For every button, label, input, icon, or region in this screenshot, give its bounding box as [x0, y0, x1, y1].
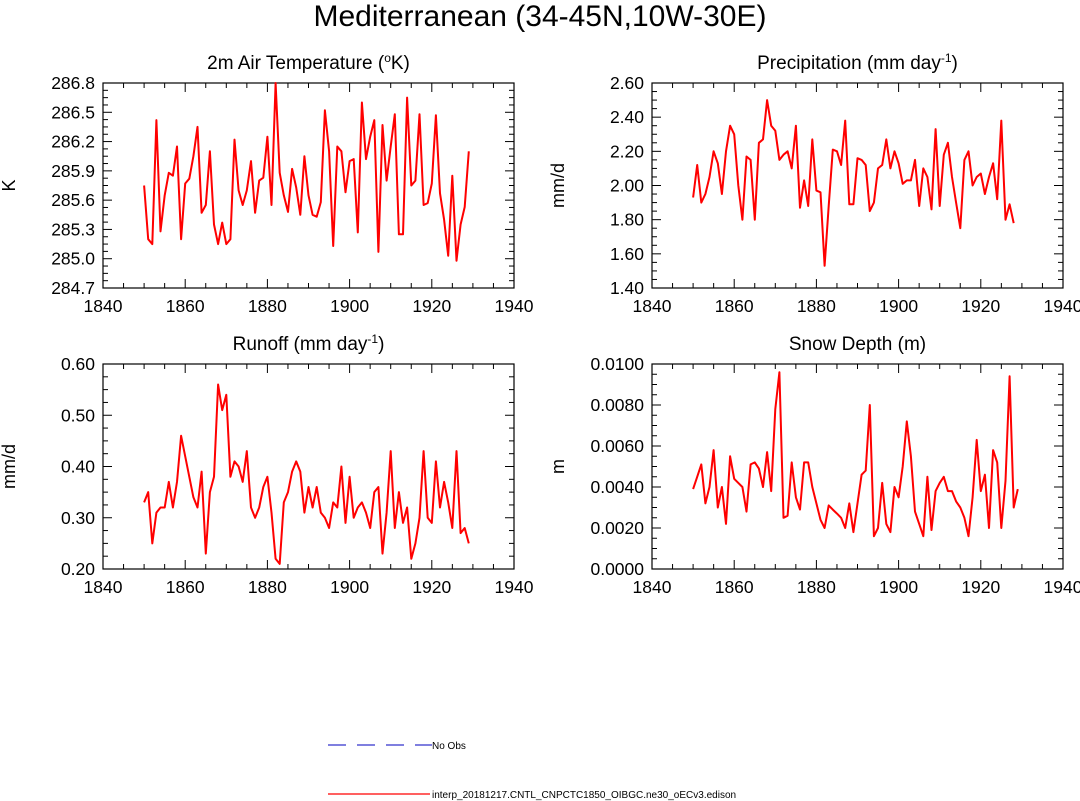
y-tick-label: 285.0	[51, 249, 95, 269]
panel-title-rest: )	[378, 334, 384, 355]
panel-title-main: Runoff (mm day	[233, 334, 368, 355]
legend: No Obs interp_20181217.CNTL_CNPCTC1850_O…	[328, 741, 736, 801]
x-tick-label: 1900	[879, 296, 918, 316]
panel-temperature: 2m Air Temperature (oK) K 1840 1860 1880 1900…	[0, 51, 534, 316]
x-tick-label: 1940	[1044, 577, 1080, 597]
panel-title-main: Snow Depth (m)	[789, 334, 926, 355]
x-tick-label: 1860	[715, 577, 754, 597]
panel-title: Precipitation (mm day-1)	[757, 51, 958, 74]
series-line-snow	[692, 371, 1019, 538]
y-tick-label: 0.20	[61, 559, 95, 579]
panel-title-rest: K)	[391, 53, 410, 74]
figure-title: Mediterranean (34-45N,10W-30E)	[313, 0, 766, 33]
x-tick-label: 1860	[166, 577, 205, 597]
x-tick-label: 1880	[797, 577, 836, 597]
y-tick-label: 1.80	[610, 210, 644, 230]
y-tick-label: 1.40	[610, 278, 644, 298]
y-tick-label: 1.60	[610, 244, 644, 264]
y-axis-label: K	[0, 179, 19, 191]
y-tick-label: 0.50	[61, 405, 95, 425]
x-tick-label: 1920	[412, 577, 451, 597]
x-tick-label: 1920	[412, 296, 451, 316]
panel-title: 2m Air Temperature (oK)	[207, 51, 410, 74]
legend-model-label: interp_20181217.CNTL_CNPCTC1850_OIBGC.ne…	[432, 790, 736, 801]
y-tick-label: 285.3	[51, 219, 95, 239]
y-tick-label: 0.60	[61, 354, 95, 374]
y-tick-label: 284.7	[51, 278, 95, 298]
panel-title-sup: -1	[941, 51, 952, 65]
y-axis-label: mm/d	[0, 444, 19, 489]
panel-title: Runoff (mm day-1)	[233, 332, 385, 355]
x-tick-label: 1880	[248, 577, 287, 597]
y-tick-label: 0.30	[61, 508, 95, 528]
plot-frame	[102, 363, 515, 570]
y-tick-label: 0.0020	[590, 518, 644, 538]
y-tick-label: 2.20	[610, 141, 644, 161]
panel-title-main: Precipitation (mm day	[757, 53, 941, 74]
legend-obs-label: No Obs	[432, 741, 466, 752]
panel-title-sup: o	[384, 51, 391, 65]
y-tick-label: 285.9	[51, 161, 95, 181]
x-tick-label: 1920	[961, 577, 1000, 597]
y-tick-label: 286.8	[51, 73, 95, 93]
x-tick-label: 1860	[166, 296, 205, 316]
x-tick-label: 1940	[495, 577, 534, 597]
panels: 2m Air Temperature (oK) K 1840 1860 1880 1900…	[0, 51, 1080, 597]
y-tick-label: 2.00	[610, 176, 644, 196]
y-tick-label: 0.0000	[590, 559, 644, 579]
x-tick-label: 1900	[330, 296, 369, 316]
y-tick-label: 0.0060	[590, 436, 644, 456]
y-tick-label: 0.0040	[590, 477, 644, 497]
panel-runoff: Runoff (mm day-1) mm/d 1840 1860 1880 1900 192…	[0, 332, 534, 597]
plot-frame	[651, 363, 1064, 570]
plot-frame	[651, 82, 1064, 289]
y-tick-label: 2.60	[610, 73, 644, 93]
x-tick-label: 1860	[715, 296, 754, 316]
panel-title: Snow Depth (m)	[789, 334, 926, 355]
series-line-precipitation	[692, 99, 1015, 267]
panel-snow: Snow Depth (m) m 1840 1860 1880 1900 1920 1940 0…	[548, 334, 1080, 597]
x-tick-label: 1840	[84, 296, 123, 316]
x-tick-label: 1900	[879, 577, 918, 597]
x-tick-label: 1880	[248, 296, 287, 316]
y-tick-label: 0.40	[61, 457, 95, 477]
x-tick-label: 1840	[84, 577, 123, 597]
panel-title-rest: )	[952, 53, 958, 74]
x-tick-label: 1920	[961, 296, 1000, 316]
y-tick-label: 2.40	[610, 107, 644, 127]
x-tick-label: 1840	[633, 296, 672, 316]
y-tick-label: 0.0100	[590, 354, 644, 374]
y-tick-label: 286.2	[51, 132, 95, 152]
x-tick-label: 1880	[797, 296, 836, 316]
x-tick-label: 1940	[495, 296, 534, 316]
y-axis-label: m	[548, 459, 568, 474]
y-tick-label: 0.0080	[590, 395, 644, 415]
series-line-temperature	[143, 82, 470, 262]
panel-title-main: 2m Air Temperature (	[207, 53, 385, 74]
x-tick-label: 1840	[633, 577, 672, 597]
series-line-runoff	[143, 383, 470, 565]
x-tick-label: 1900	[330, 577, 369, 597]
y-tick-label: 286.5	[51, 102, 95, 122]
panel-title-sup: -1	[367, 332, 378, 346]
x-tick-label: 1940	[1044, 296, 1080, 316]
panel-precipitation: Precipitation (mm day-1) mm/d 1840 1860 1880…	[548, 51, 1080, 316]
y-axis-label: mm/d	[548, 163, 568, 208]
y-tick-label: 285.6	[51, 190, 95, 210]
